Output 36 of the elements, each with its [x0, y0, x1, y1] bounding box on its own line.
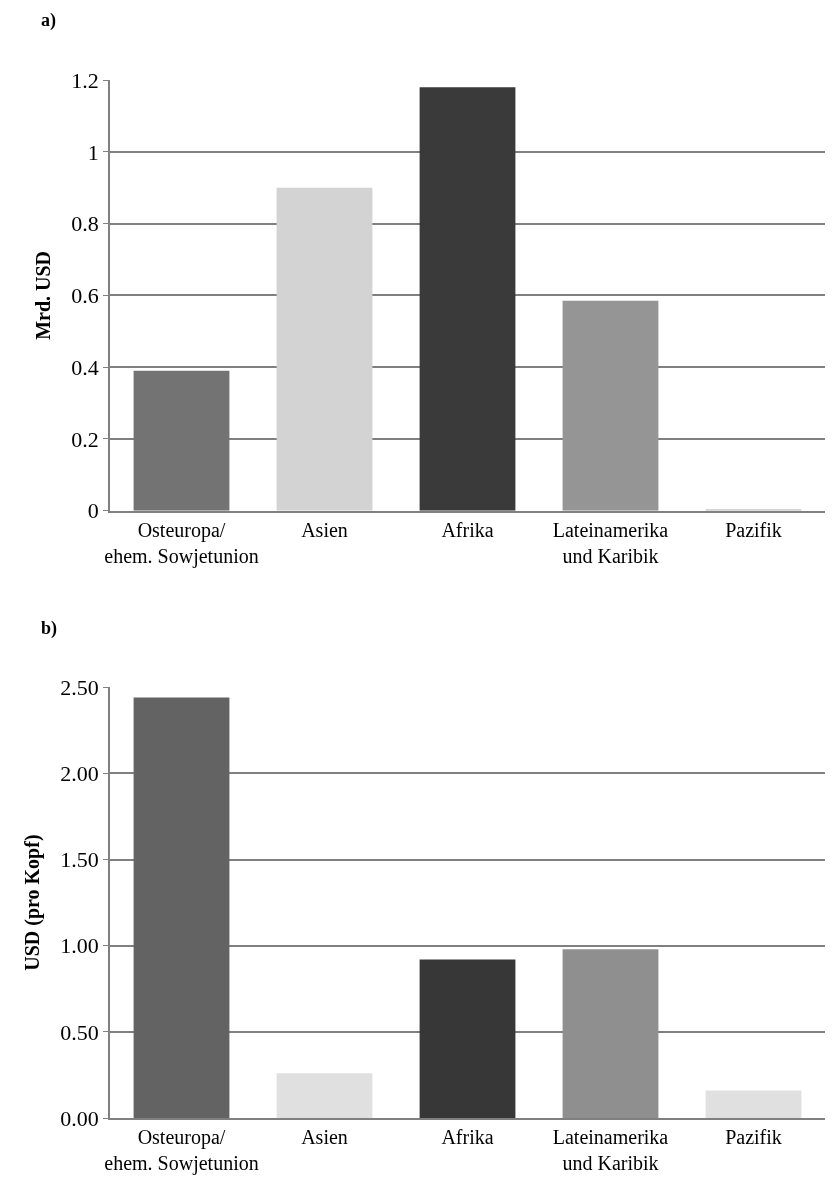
- x-tick-label: Afrika: [441, 518, 494, 541]
- y-tick-label: 0.6: [71, 283, 99, 309]
- y-tick-label: 2.50: [60, 674, 99, 700]
- y-tick-label: 0.4: [71, 354, 99, 380]
- y-tick-label: 1: [87, 139, 99, 165]
- bar: [705, 1090, 802, 1118]
- bar: [133, 697, 230, 1118]
- x-tick-label: Lateinamerika und Karibik: [552, 1125, 669, 1174]
- bar: [276, 1073, 373, 1118]
- x-tick-label: Afrika: [441, 1125, 494, 1148]
- bar: [276, 187, 373, 511]
- chart-title: b): [41, 618, 58, 639]
- bar: [419, 959, 516, 1118]
- bar: [562, 949, 659, 1118]
- chart-title: a): [41, 10, 56, 31]
- y-tick-label: 0.00: [60, 1105, 99, 1131]
- y-axis-title: USD (pro Kopf): [21, 834, 45, 971]
- bar: [133, 370, 230, 511]
- x-tick-label: Pazifik: [725, 1125, 782, 1148]
- bar: [419, 87, 516, 511]
- y-tick-label: 0.2: [71, 426, 99, 452]
- x-tick-label: Pazifik: [725, 518, 782, 541]
- x-tick-label: Asien: [301, 1125, 348, 1148]
- y-tick-label: 0.50: [60, 1019, 99, 1045]
- bar: [562, 300, 659, 511]
- x-tick-label: Asien: [301, 518, 348, 541]
- x-tick-label: Lateinamerika und Karibik: [552, 518, 669, 567]
- y-tick-label: 1.50: [60, 847, 99, 873]
- y-tick-label: 1.00: [60, 933, 99, 959]
- y-axis-title: Mrd. USD: [32, 250, 55, 340]
- x-tick-label: Osteuropa/ ehem. Sowjetunion: [104, 518, 259, 568]
- x-tick-label: Osteuropa/ ehem. Sowjetunion: [104, 1125, 259, 1175]
- y-tick-label: 2.00: [60, 761, 99, 787]
- y-tick-label: 0.8: [71, 211, 99, 237]
- y-tick-label: 0: [87, 498, 99, 524]
- y-tick-label: 1.2: [71, 67, 99, 93]
